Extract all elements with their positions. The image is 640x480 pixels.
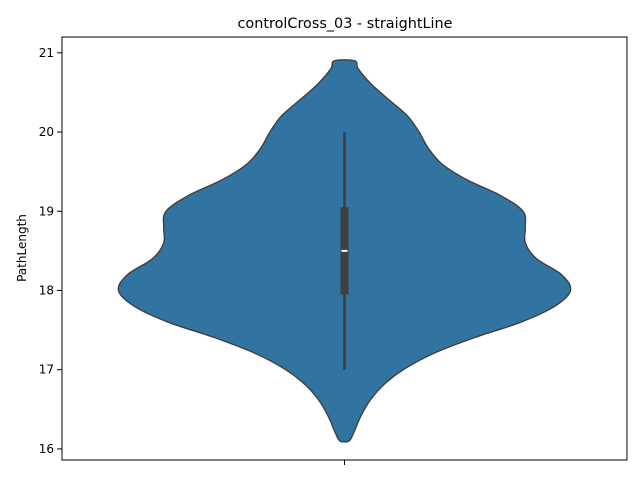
y-tick-label: 20 [39,125,54,139]
y-axis-label: PathLength [15,214,29,282]
plot-area [117,59,572,443]
chart-title: controlCross_03 - straightLine [238,16,453,32]
y-tick-label: 17 [39,363,54,377]
y-tick-label: 16 [39,442,54,456]
y-tick-label: 19 [39,204,54,218]
y-tick-label: 18 [39,283,54,297]
y-axis: 16 17 18 19 20 21 [39,46,62,456]
y-tick-label: 21 [39,46,54,60]
